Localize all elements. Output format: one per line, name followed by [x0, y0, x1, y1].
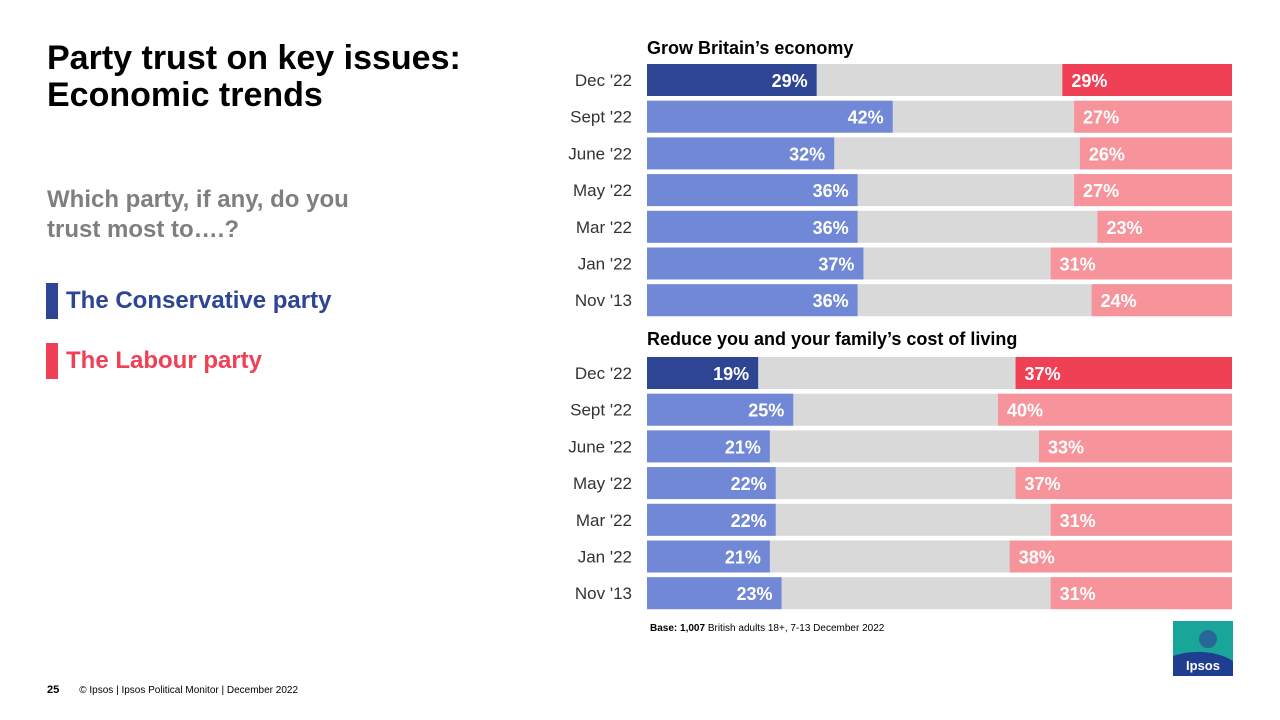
value-label-conservative-2-3: 22% [731, 474, 767, 494]
ipsos-logo-text: Ipsos [1186, 658, 1220, 673]
category-label-2-6: Nov '13 [575, 584, 632, 603]
bar-conservative-1-1 [647, 100, 893, 133]
bar-labour-2-0 [1015, 357, 1232, 389]
value-label-conservative-1-1: 42% [848, 108, 884, 128]
value-label-conservative-2-6: 23% [737, 584, 773, 604]
bar-labour-2-6 [1050, 577, 1232, 610]
value-label-labour-1-0: 29% [1071, 71, 1107, 91]
bar-labour-1-4 [1097, 210, 1232, 243]
value-label-labour-2-0: 37% [1025, 364, 1061, 384]
bar-labour-1-5 [1050, 247, 1232, 280]
category-label-1-3: May '22 [573, 181, 632, 200]
bar-conservative-2-6 [647, 577, 782, 610]
value-label-conservative-1-2: 32% [789, 144, 825, 164]
value-label-conservative-2-4: 22% [731, 511, 767, 531]
bar-conservative-2-2 [647, 430, 770, 463]
bar-labour-1-2 [1079, 137, 1232, 170]
value-label-labour-1-1: 27% [1083, 108, 1119, 128]
page-title: Party trust on key issues: Economic tren… [47, 39, 461, 114]
value-label-labour-2-3: 37% [1025, 474, 1061, 494]
category-label-2-0: Dec '22 [575, 364, 632, 383]
bar-labour-1-3 [1074, 174, 1232, 207]
base-note-text: British adults 18+, 7-13 December 2022 [705, 623, 885, 634]
bar-labour-2-5 [1009, 540, 1232, 573]
bar-labour-1-6 [1091, 284, 1232, 317]
value-label-conservative-1-6: 36% [813, 291, 849, 311]
value-label-conservative-2-5: 21% [725, 548, 761, 568]
category-label-1-1: Sept '22 [570, 108, 632, 127]
bar-conservative-1-6 [647, 284, 858, 317]
bar-conservative-2-5 [647, 540, 770, 573]
category-label-2-3: May '22 [573, 474, 632, 493]
value-label-labour-1-4: 23% [1106, 218, 1142, 238]
category-label-1-0: Dec '22 [575, 71, 632, 90]
bar-labour-2-3 [1015, 467, 1232, 500]
value-label-labour-2-6: 31% [1060, 584, 1096, 604]
bar-conservative-2-4 [647, 503, 776, 536]
base-note-bold: Base: 1,007 [650, 623, 706, 634]
category-label-1-6: Nov '13 [575, 291, 632, 310]
bar-conservative-2-0 [647, 357, 759, 389]
bar-conservative-2-1 [647, 393, 794, 426]
value-label-conservative-1-5: 37% [818, 255, 854, 275]
legend-swatch-conservative [46, 283, 58, 319]
ipsos-logo-head-icon [1199, 630, 1217, 648]
category-label-2-4: Mar '22 [576, 511, 632, 530]
value-label-labour-2-2: 33% [1048, 437, 1084, 457]
footer: 25 © Ipsos | Ipsos Political Monitor | De… [47, 684, 298, 696]
value-label-labour-1-5: 31% [1060, 255, 1096, 275]
category-label-1-4: Mar '22 [576, 218, 632, 237]
bar-conservative-1-0 [647, 64, 817, 96]
page-number: 25 [47, 684, 60, 696]
bar-labour-1-1 [1074, 100, 1232, 133]
value-label-labour-1-6: 24% [1101, 291, 1137, 311]
bar-conservative-1-4 [647, 210, 858, 243]
category-label-1-2: June '22 [568, 144, 632, 163]
bar-labour-2-1 [998, 393, 1232, 426]
value-label-conservative-1-3: 36% [813, 181, 849, 201]
bar-conservative-1-2 [647, 137, 835, 170]
value-label-conservative-2-0: 19% [713, 364, 749, 384]
category-label-2-1: Sept '22 [570, 401, 632, 420]
legend-swatch-labour [46, 343, 58, 379]
value-label-labour-1-3: 27% [1083, 181, 1119, 201]
bar-labour-2-4 [1050, 503, 1232, 536]
category-label-1-5: Jan '22 [578, 255, 632, 274]
category-label-2-5: Jan '22 [578, 548, 632, 567]
value-label-conservative-1-0: 29% [772, 71, 808, 91]
chart-title-1: Grow Britain’s economy [647, 38, 853, 58]
legend-label-labour: The Labour party [66, 347, 263, 374]
footer-copyright: © Ipsos | Ipsos Political Monitor | Dece… [79, 685, 299, 696]
bar-labour-1-0 [1062, 64, 1232, 96]
value-label-conservative-1-4: 36% [813, 218, 849, 238]
category-label-2-2: June '22 [568, 437, 632, 456]
base-note: Base: 1,007 British adults 18+, 7-13 Dec… [650, 623, 884, 634]
value-label-conservative-2-2: 21% [725, 437, 761, 457]
bar-conservative-1-5 [647, 247, 864, 280]
legend-label-conservative: The Conservative party [66, 287, 332, 314]
chart-title-2: Reduce you and your family’s cost of liv… [647, 329, 1017, 349]
value-label-labour-2-4: 31% [1060, 511, 1096, 531]
question-subtitle: Which party, if any, do you trust most t… [47, 186, 349, 243]
ipsos-logo: Ipsos [1173, 621, 1233, 676]
bar-conservative-2-3 [647, 467, 776, 500]
bar-labour-2-2 [1038, 430, 1232, 463]
value-label-conservative-2-1: 25% [748, 401, 784, 421]
value-label-labour-2-1: 40% [1007, 401, 1043, 421]
bar-conservative-1-3 [647, 174, 858, 207]
value-label-labour-1-2: 26% [1089, 144, 1125, 164]
value-label-labour-2-5: 38% [1019, 548, 1055, 568]
